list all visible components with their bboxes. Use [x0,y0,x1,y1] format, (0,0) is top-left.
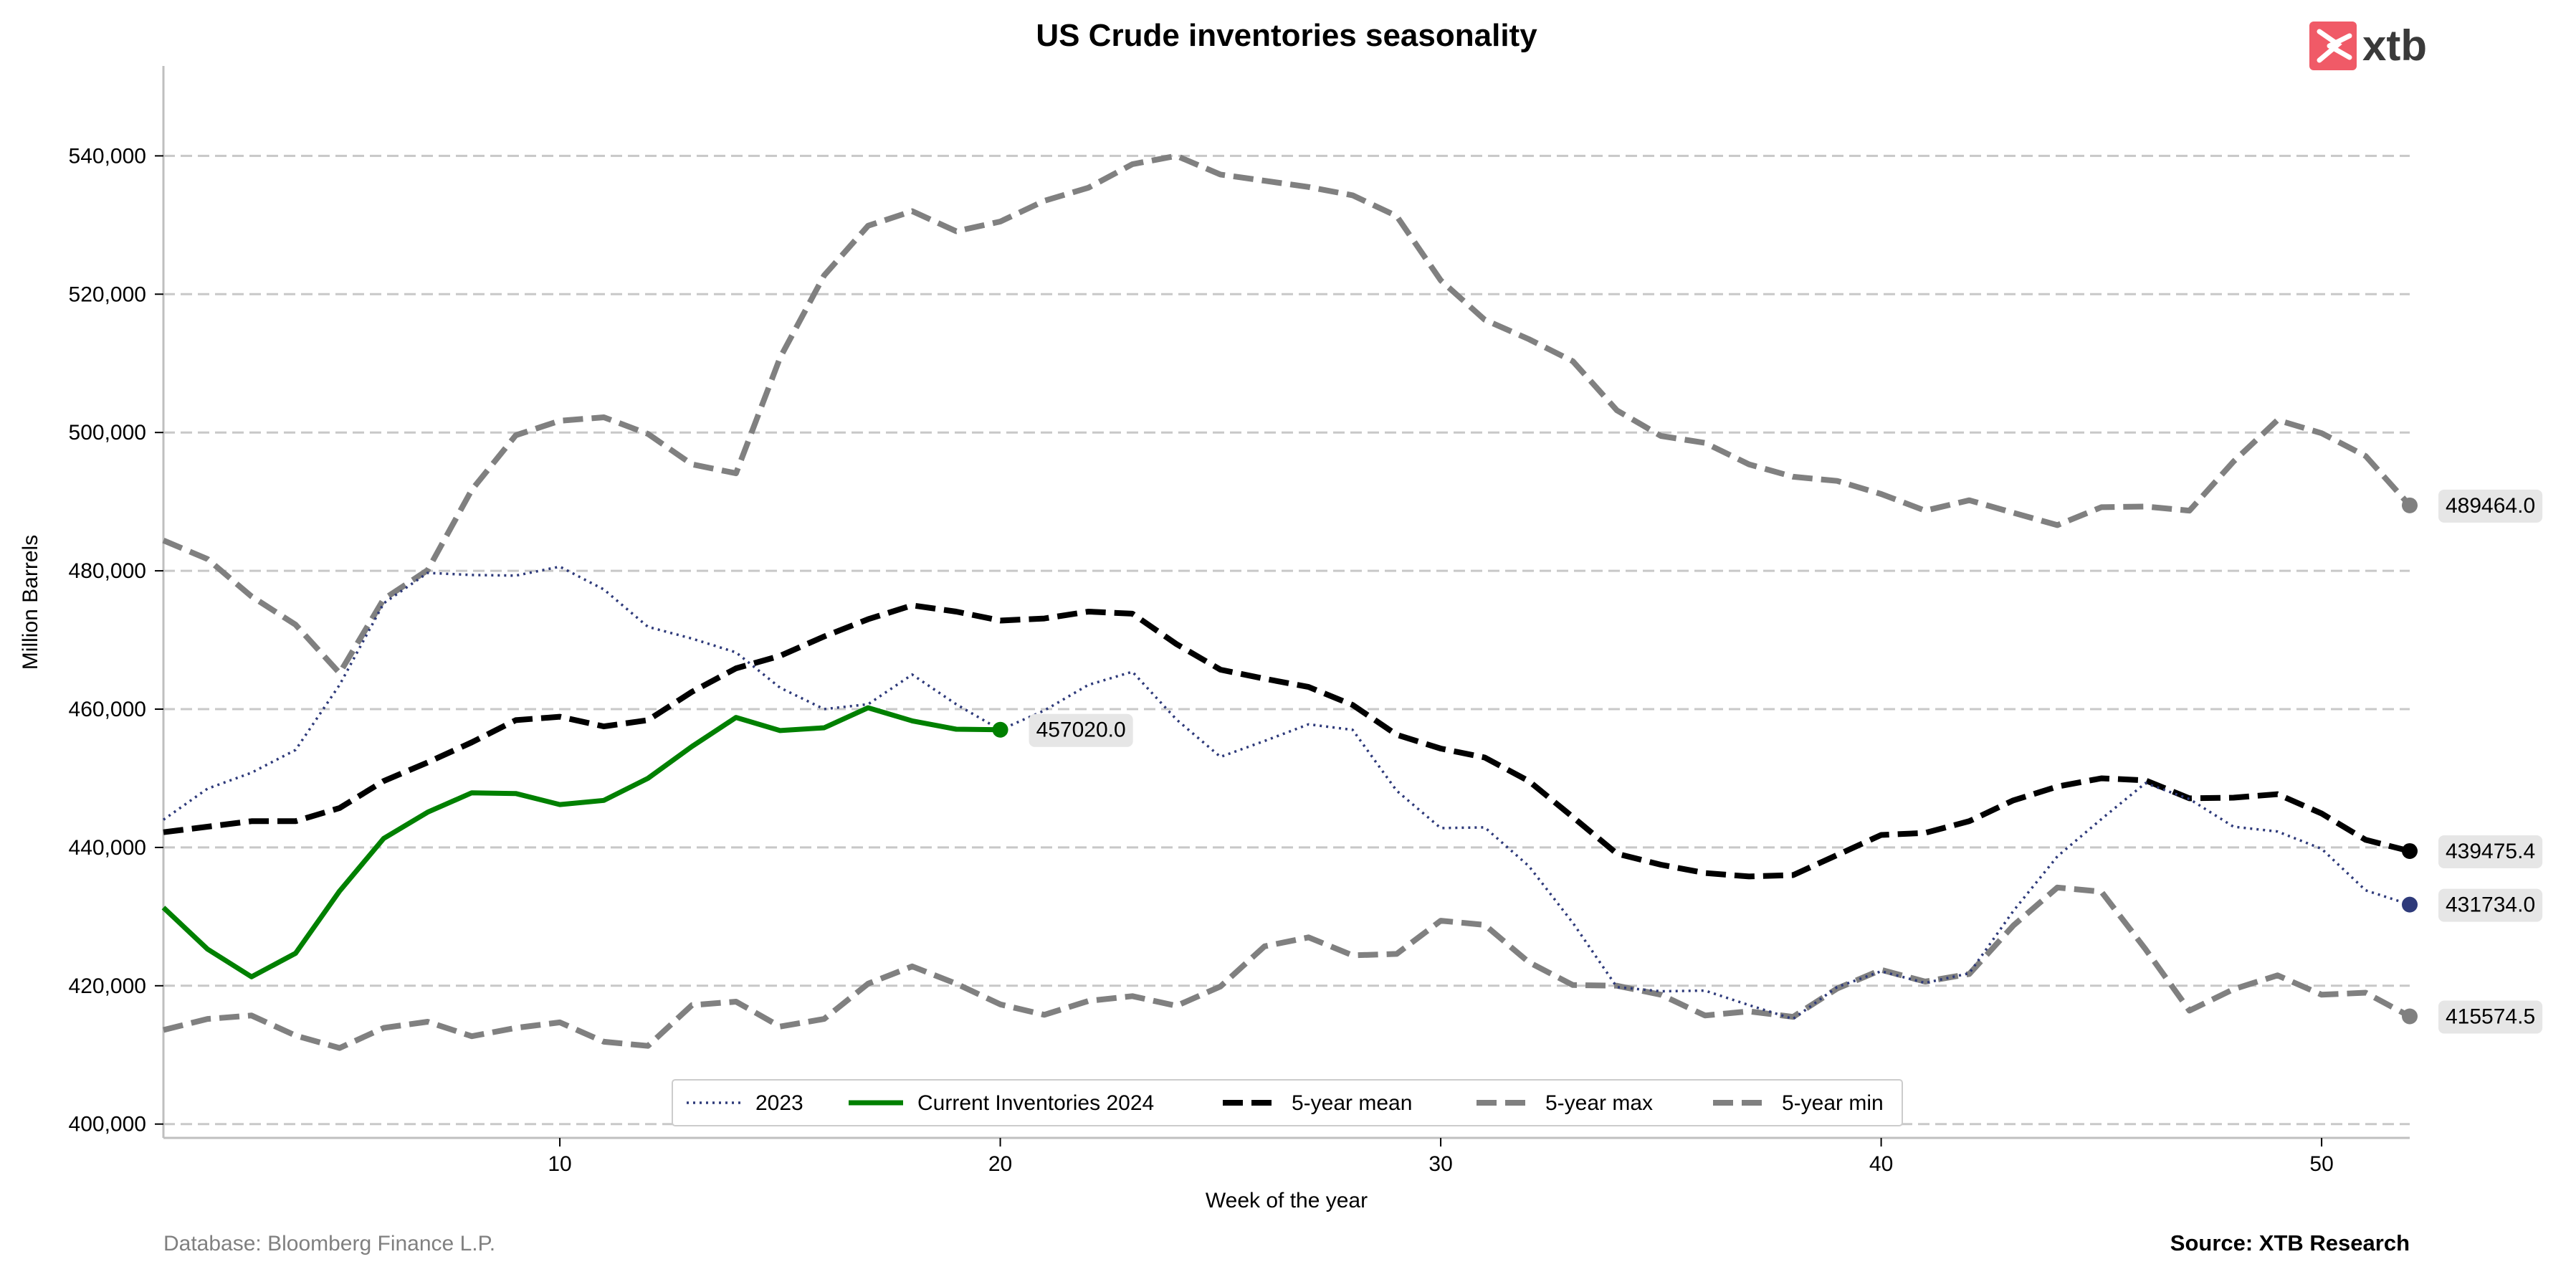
legend-label: 5-year max [1545,1091,1653,1115]
x-tick-label: 50 [2309,1152,2333,1176]
y-tick-label: 400,000 [69,1113,146,1136]
end-value-background [2438,1000,2543,1034]
grid-lines [163,154,2410,1126]
series-end-point [992,721,1008,738]
end-value-badge: 431734.0 [2438,888,2543,922]
y-tick-label: 460,000 [69,698,146,721]
y-tick-label: 480,000 [69,559,146,583]
end-value-badge: 415574.5 [2438,1000,2543,1034]
legend-label: 5-year min [1782,1091,1884,1115]
end-value-background [2438,888,2543,922]
y-tick-label: 440,000 [69,836,146,860]
series-end-point [2402,896,2418,913]
end-value-badge: 457020.0 [1029,713,1133,747]
y-tick-label: 420,000 [69,974,146,998]
series-end-point [2402,842,2418,859]
y-axis-label: Million Barrels [19,535,42,670]
axes [162,66,2410,1139]
y-ticks: 400,000 420,000 440,000 460,000 480,000 500,0… [69,144,163,1136]
y-tick-label: 500,000 [69,421,146,445]
logo-x-icon [2317,29,2352,63]
end-value-background [1029,713,1133,747]
x-tick-label: 20 [988,1152,1012,1176]
legend-label: 5-year mean [1292,1091,1412,1115]
legend-box [672,1079,1903,1126]
end-value-label: 439475.4 [2446,840,2535,863]
legend-label: Current Inventories 2024 [917,1091,1154,1115]
legend-label: 2023 [755,1091,803,1115]
end-value-label: 457020.0 [1036,718,1126,742]
end-value-badge: 439475.4 [2438,835,2543,868]
source-note: Source: XTB Research [2170,1230,2410,1255]
chart-title: US Crude inventories seasonality [1036,18,1537,53]
logo-text: xtb [2362,22,2427,70]
y-tick-label: 540,000 [69,144,146,168]
x-tick-label: 30 [1428,1152,1452,1176]
database-note: Database: Bloomberg Finance L.P. [163,1232,495,1255]
series-line [163,884,2411,1051]
end-value-background [2438,835,2543,868]
end-value-badge: 489464.0 [2438,489,2543,523]
series-lines [161,153,2418,1051]
x-tick-label: 40 [1869,1152,1893,1176]
legend: 2023 Current Inventories 2024 5-year mean 5… [672,1079,1903,1126]
end-value-label: 489464.0 [2446,494,2535,518]
series-end-point [2402,1008,2418,1025]
end-value-label: 431734.0 [2446,893,2535,917]
y-tick-label: 520,000 [69,283,146,306]
series-line [161,705,1001,979]
end-labels: 489464.0 415574.5 439475.4 431734.0 457020.0 [1029,489,2543,1034]
series-line [162,565,2410,1020]
series-end-point [2402,497,2418,513]
series-line [162,153,2412,676]
x-tick-label: 10 [548,1152,571,1176]
end-value-background [2438,489,2543,523]
series-line [163,602,2410,880]
end-value-label: 415574.5 [2446,1005,2535,1028]
x-axis-label: Week of the year [1206,1189,1368,1212]
x-ticks: 10 20 30 40 50 [548,1138,2334,1176]
xtb-logo: xtb [2309,22,2427,70]
